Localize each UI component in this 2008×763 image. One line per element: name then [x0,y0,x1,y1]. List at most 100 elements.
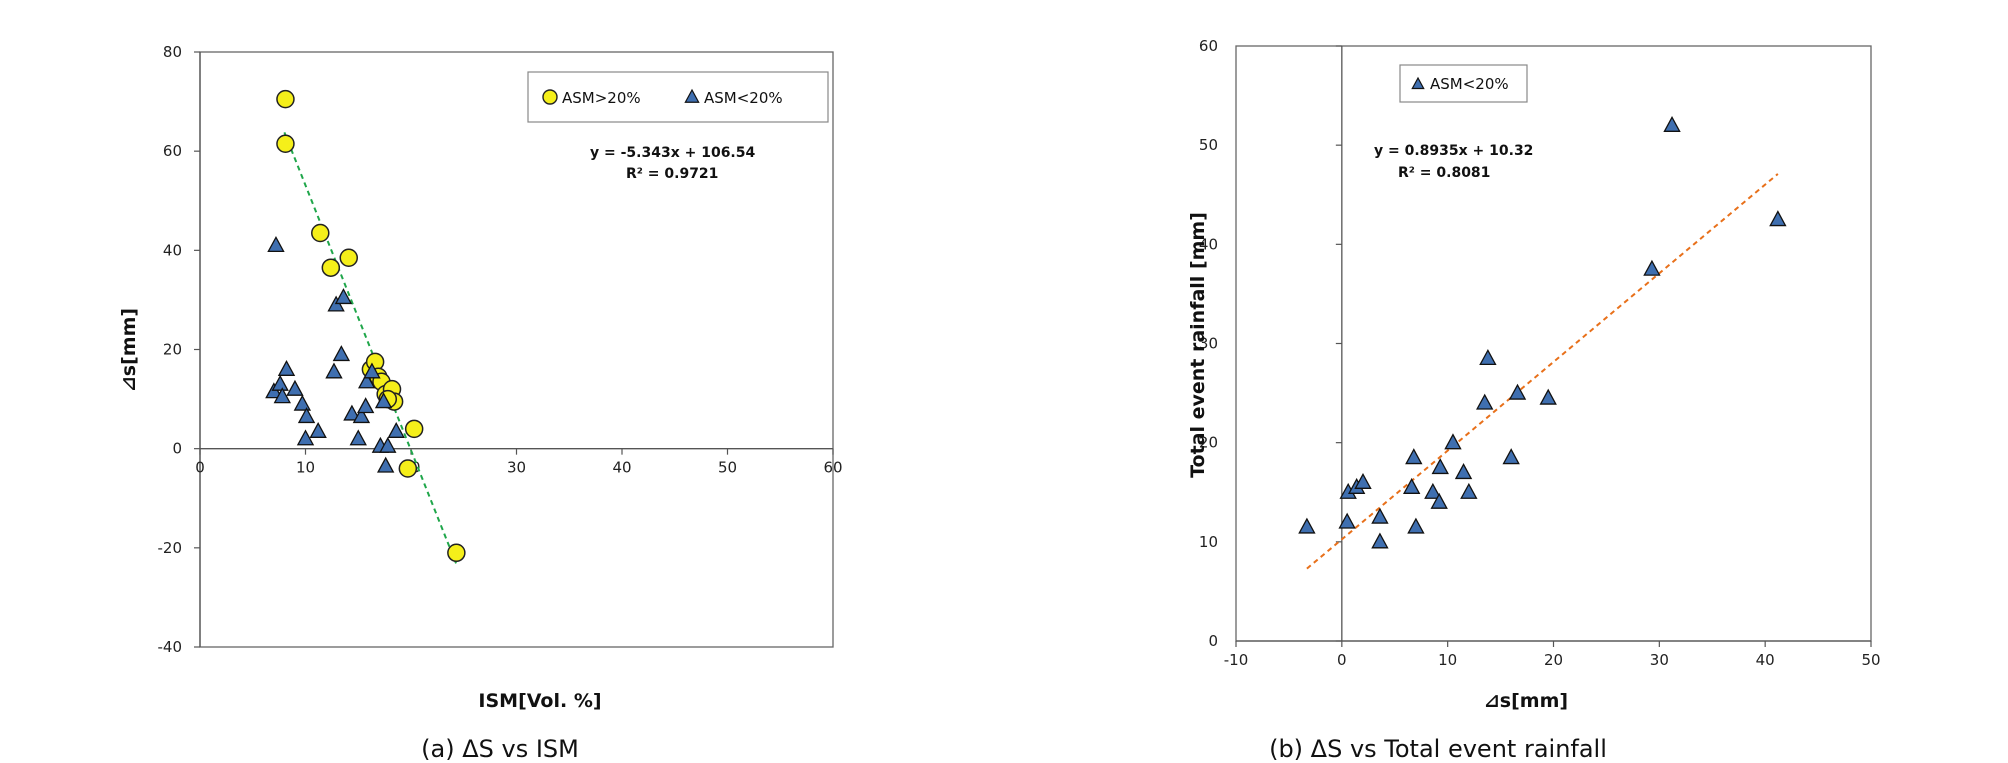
data-point-asm-lt-20 [1430,492,1448,509]
x-tick-label: 50 [1861,651,1880,669]
data-point-asm-lt-20 [349,429,367,446]
plot-area-frame [1235,45,1872,642]
y-tick-label: 60 [1199,37,1218,55]
plot-area-frame [199,51,834,648]
y-tick-label: 20 [163,341,182,359]
data-point-asm-gt-20 [276,134,295,153]
data-point-asm-lt-20 [1643,259,1661,276]
regression-equation: y = -5.343x + 106.54 [590,145,755,161]
trendline [283,131,458,565]
y-axis-title: Total event rainfall [mm] [1187,212,1209,478]
data-point-asm-lt-20 [1402,477,1421,494]
legend: ASM<20% [1399,64,1528,103]
x-tick-label: 10 [296,459,315,477]
data-point-asm-lt-20 [1769,210,1787,227]
r-squared-value: R² = 0.8081 [1398,165,1490,181]
figure-caption: (b) ΔS vs Total event rainfall [1269,735,1607,763]
y-tick-label: 80 [163,43,182,61]
data-point-asm-lt-20 [374,392,393,409]
y-tick-label: 0 [172,440,182,458]
data-point-asm-lt-20 [325,362,343,379]
data-point-asm-lt-20 [363,362,381,379]
data-point-asm-lt-20 [286,379,304,396]
data-point-asm-lt-20 [379,436,397,453]
data-point-asm-lt-20 [1663,115,1681,132]
y-tick-label: 40 [1199,235,1218,253]
data-point-asm-lt-20 [357,372,376,389]
data-point-asm-gt-20 [404,419,424,439]
data-point-asm-lt-20 [309,421,327,438]
x-tick-label: 10 [1438,651,1457,669]
trendline [1306,173,1779,570]
data-point-asm-lt-20 [1454,463,1473,480]
data-point-asm-lt-20 [1460,482,1478,499]
y-tick-label: 30 [1199,335,1218,353]
y-tick-label: 10 [1199,533,1218,551]
y-tick-label: -40 [158,638,183,656]
data-point-asm-lt-20 [296,429,315,446]
legend: ASM>20% ASM<20% [527,71,829,123]
regression-equation: y = 0.8935x + 10.32 [1374,143,1533,159]
data-point-asm-lt-20 [356,397,375,414]
chart-delta-s-vs-ism: 0102030405060-40-20020406080ASM>20%ASM<2… [118,43,843,763]
data-point-asm-lt-20 [387,421,405,438]
legend-marker-circle [542,89,558,105]
legend-label-asm-gt-20: ASM>20% [562,89,641,107]
data-point-asm-lt-20 [1539,388,1557,405]
y-axis-title: ⊿s[mm] [118,308,140,392]
data-point-asm-gt-20 [276,89,295,109]
data-point-asm-lt-20 [1424,482,1442,499]
data-point-asm-lt-20 [273,387,291,404]
data-point-asm-lt-20 [1508,383,1527,400]
data-point-asm-lt-20 [1405,448,1423,465]
x-tick-label: 0 [195,459,205,477]
figure-caption: (a) ΔS vs ISM [421,735,579,763]
data-point-asm-lt-20 [1371,532,1389,549]
y-tick-label: -20 [158,539,183,557]
legend-marker-triangle [684,88,700,103]
data-point-asm-lt-20 [277,359,296,376]
legend-label-asm-lt-20: ASM<20% [1430,75,1509,93]
data-point-asm-lt-20 [352,407,371,424]
data-point-asm-lt-20 [1476,393,1494,410]
data-point-asm-lt-20 [1407,517,1425,534]
y-tick-label: 50 [1199,136,1218,154]
data-point-asm-lt-20 [1479,349,1497,366]
x-tick-label: 40 [1756,651,1775,669]
y-tick-label: 20 [1199,434,1218,452]
data-point-asm-lt-20 [1502,448,1520,465]
x-tick-label: 40 [612,459,631,477]
x-tick-label: 0 [1337,651,1347,669]
data-point-asm-gt-20 [311,223,330,243]
data-point-asm-lt-20 [334,288,353,305]
x-tick-label: 60 [823,459,842,477]
data-point-asm-gt-20 [321,258,341,277]
data-point-asm-lt-20 [267,236,285,253]
x-tick-label: 30 [507,459,526,477]
data-point-asm-lt-20 [1371,507,1389,524]
y-tick-label: 0 [1208,632,1218,650]
chart-delta-s-vs-total-event-rainfall: -10 0 10 20 30 40 50 0 10 20 30 40 50 60 ASM<20% y = 0.… [1187,37,1881,763]
data-point-asm-lt-20 [297,407,316,424]
data-point-asm-lt-20 [1298,517,1316,534]
y-tick-label: 40 [163,241,182,259]
data-point-asm-gt-20 [447,543,466,563]
data-point-asm-lt-20 [1444,433,1462,450]
x-tick-label: -10 [1224,651,1249,669]
legend-marker-triangle [1411,76,1425,90]
data-point-asm-lt-20 [343,404,361,421]
data-point-asm-lt-20 [376,456,395,473]
legend-box [527,71,829,123]
data-point-asm-lt-20 [332,345,351,362]
data-point-asm-gt-20 [339,248,359,268]
y-tick-label: 60 [163,142,182,160]
x-tick-label: 30 [1650,651,1669,669]
data-point-asm-lt-20 [1338,512,1356,529]
r-squared-value: R² = 0.9721 [626,166,718,182]
data-point-asm-lt-20 [1354,472,1372,489]
x-axis-title: ISM[Vol. %] [478,690,601,712]
x-tick-label: 20 [1544,651,1563,669]
data-point-asm-lt-20 [1431,458,1449,475]
data-point-asm-lt-20 [271,374,289,391]
legend-label-asm-lt-20: ASM<20% [704,89,783,107]
